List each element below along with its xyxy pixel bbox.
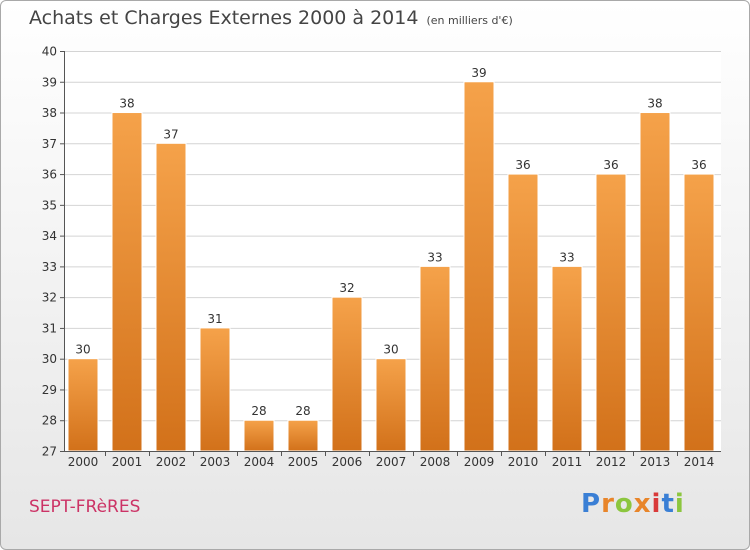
y-tick-label: 38 [42, 106, 57, 120]
bar-2003 [199, 327, 231, 452]
bar-2000 [67, 358, 99, 452]
bar-2002 [155, 142, 187, 452]
bar-2007 [375, 358, 407, 452]
bar-2009 [463, 81, 495, 452]
x-tick-label-2009: 2009 [464, 455, 495, 469]
bar-2013 [639, 112, 671, 452]
chart-unit: (en milliers d'€) [426, 14, 513, 27]
x-tick-label-2011: 2011 [552, 455, 583, 469]
value-label-2004: 28 [251, 404, 266, 418]
y-tick-label: 28 [42, 414, 57, 428]
value-label-2000: 30 [75, 343, 90, 357]
proxiti-logo: Proxiti [581, 489, 685, 519]
y-tick-label: 36 [42, 168, 57, 182]
y-tick-label: 37 [42, 137, 57, 151]
x-tick-label-2002: 2002 [156, 455, 187, 469]
chart-title: Achats et Charges Externes 2000 à 2014 (e… [29, 7, 513, 29]
x-tick-label-2008: 2008 [420, 455, 451, 469]
x-tick-label-2004: 2004 [244, 455, 275, 469]
value-label-2010: 36 [515, 158, 530, 172]
bar-2006 [331, 296, 363, 452]
value-label-2011: 33 [559, 250, 574, 264]
logo-letter: o [614, 489, 634, 519]
value-label-2013: 38 [647, 97, 662, 111]
x-tick-label-2005: 2005 [288, 455, 319, 469]
y-tick-label: 39 [42, 75, 57, 89]
value-label-2005: 28 [295, 404, 310, 418]
logo-letter: i [674, 489, 685, 519]
x-tick-label-2000: 2000 [68, 455, 99, 469]
x-tick-label-2007: 2007 [376, 455, 407, 469]
y-tick-label: 29 [42, 383, 57, 397]
value-label-2003: 31 [207, 312, 222, 326]
y-tick-label: 40 [42, 45, 57, 59]
y-tick-label: 33 [42, 260, 57, 274]
value-label-2001: 38 [119, 97, 134, 111]
logo-letter: t [661, 489, 675, 519]
bar-2004 [243, 419, 275, 452]
bar-2001 [111, 112, 143, 452]
bar-2014 [683, 173, 715, 452]
value-label-2008: 33 [427, 250, 442, 264]
value-label-2002: 37 [163, 127, 178, 141]
x-tick-label-2012: 2012 [596, 455, 627, 469]
logo-letter: P [581, 489, 602, 519]
bar-2008 [419, 265, 451, 452]
value-label-2009: 39 [471, 66, 486, 80]
bar-2010 [507, 173, 539, 452]
chart-title-text: Achats et Charges Externes 2000 à 2014 [29, 7, 419, 29]
x-tick-label-2010: 2010 [508, 455, 539, 469]
value-label-2014: 36 [691, 158, 706, 172]
x-tick-label-2003: 2003 [200, 455, 231, 469]
bar-2012 [595, 173, 627, 452]
x-tick-label-2013: 2013 [640, 455, 671, 469]
y-tick-label: 34 [42, 229, 57, 243]
y-tick-label: 30 [42, 352, 57, 366]
x-tick-label-2006: 2006 [332, 455, 363, 469]
value-label-2007: 30 [383, 343, 398, 357]
x-tick-label-2001: 2001 [112, 455, 143, 469]
place-name: SEPT-FRèRES [29, 497, 141, 517]
y-tick-label: 32 [42, 291, 57, 305]
bar-2005 [287, 419, 319, 452]
value-label-2012: 36 [603, 158, 618, 172]
y-tick-label: 35 [42, 198, 57, 212]
y-tick-label: 27 [42, 445, 57, 459]
logo-letter: r [601, 489, 615, 519]
x-tick-label-2014: 2014 [684, 455, 715, 469]
logo-letter: x [633, 489, 652, 519]
y-tick-label: 31 [42, 321, 57, 335]
bar-2011 [551, 265, 583, 452]
logo-letter: i [651, 489, 662, 519]
value-label-2006: 32 [339, 281, 354, 295]
